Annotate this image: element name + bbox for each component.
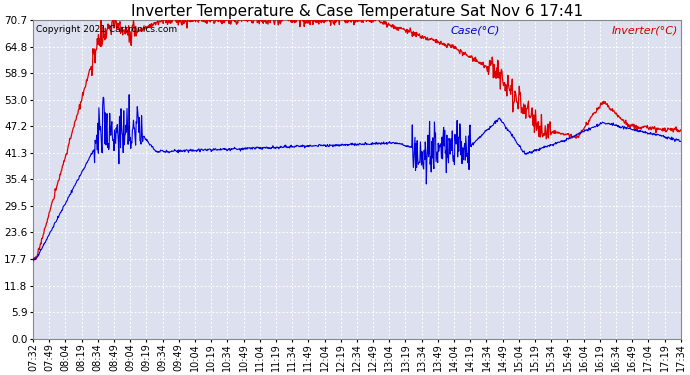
Title: Inverter Temperature & Case Temperature Sat Nov 6 17:41: Inverter Temperature & Case Temperature … [131, 4, 583, 19]
Text: Copyright 2021 Cartronics.com: Copyright 2021 Cartronics.com [36, 25, 177, 34]
Text: Inverter(°C): Inverter(°C) [611, 25, 678, 35]
Text: Case(°C): Case(°C) [450, 25, 500, 35]
